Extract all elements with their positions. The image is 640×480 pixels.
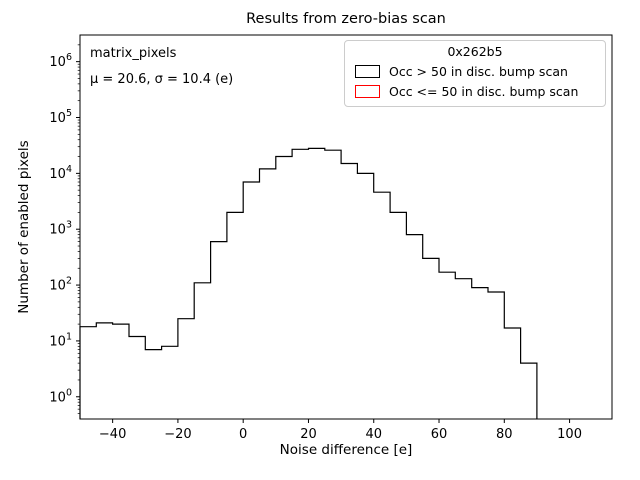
svg-text:102: 102 bbox=[49, 276, 72, 294]
svg-text:60: 60 bbox=[431, 427, 448, 442]
annotation-matrix-pixels: matrix_pixels bbox=[90, 46, 177, 61]
svg-text:0: 0 bbox=[239, 427, 247, 442]
legend-entry-label: Occ > 50 in disc. bump scan bbox=[389, 64, 568, 79]
svg-text:105: 105 bbox=[49, 108, 72, 126]
black-histogram-swatch-icon bbox=[355, 65, 380, 78]
svg-text:106: 106 bbox=[49, 52, 72, 70]
x-axis-label: Noise difference [e] bbox=[279, 442, 413, 458]
svg-text:100: 100 bbox=[557, 427, 582, 442]
svg-text:−40: −40 bbox=[99, 427, 126, 442]
legend: 0x262b5 Occ > 50 in disc. bump scan Occ … bbox=[344, 40, 606, 107]
svg-text:104: 104 bbox=[49, 164, 72, 182]
legend-entry-label: Occ <= 50 in disc. bump scan bbox=[389, 84, 579, 99]
svg-text:80: 80 bbox=[496, 427, 513, 442]
chart-title: Results from zero-bias scan bbox=[246, 11, 446, 27]
legend-title: 0x262b5 bbox=[447, 44, 503, 59]
y-axis-label: Number of enabled pixels bbox=[16, 140, 32, 314]
annotation-mu-sigma: μ = 20.6, σ = 10.4 (e) bbox=[90, 72, 234, 87]
svg-text:40: 40 bbox=[365, 427, 382, 442]
svg-text:20: 20 bbox=[300, 427, 317, 442]
legend-entry: Occ <= 50 in disc. bump scan bbox=[353, 84, 597, 99]
svg-text:103: 103 bbox=[49, 220, 72, 238]
legend-entry: Occ > 50 in disc. bump scan bbox=[353, 64, 597, 79]
red-histogram-swatch-icon bbox=[355, 85, 380, 98]
svg-text:−20: −20 bbox=[164, 427, 191, 442]
svg-text:101: 101 bbox=[49, 331, 72, 349]
svg-text:100: 100 bbox=[49, 387, 72, 405]
